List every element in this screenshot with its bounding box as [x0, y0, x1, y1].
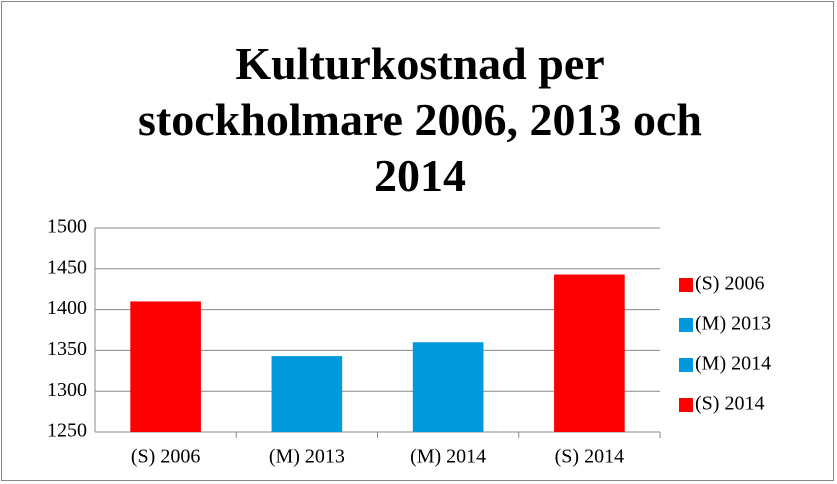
legend-label: (M) 2013 — [695, 313, 771, 335]
x-tick-label: (M) 2013 — [269, 446, 345, 468]
legend-swatch — [679, 358, 693, 372]
chart-title: Kulturkostnad per stockholmare 2006, 201… — [138, 38, 702, 201]
x-tick-label: (S) 2006 — [131, 446, 200, 468]
bar — [271, 356, 343, 432]
legend-swatch — [679, 318, 693, 332]
y-tick-label: 1400 — [47, 297, 87, 319]
y-tick-label: 1300 — [47, 379, 87, 401]
bar — [554, 274, 625, 432]
y-tick-label: 1250 — [47, 420, 87, 442]
bar — [412, 342, 484, 432]
x-tick-label: (M) 2014 — [410, 446, 486, 468]
legend-label: (M) 2014 — [695, 353, 771, 375]
bar — [130, 301, 201, 432]
legend-swatch — [679, 278, 693, 292]
y-tick-label: 1350 — [47, 338, 87, 360]
legend-label: (S) 2014 — [695, 393, 764, 415]
legend-swatch — [679, 398, 693, 412]
x-tick-label: (S) 2014 — [555, 446, 624, 468]
y-tick-label: 1500 — [47, 216, 87, 238]
legend-label: (S) 2006 — [695, 273, 764, 295]
y-tick-label: 1450 — [47, 256, 87, 278]
